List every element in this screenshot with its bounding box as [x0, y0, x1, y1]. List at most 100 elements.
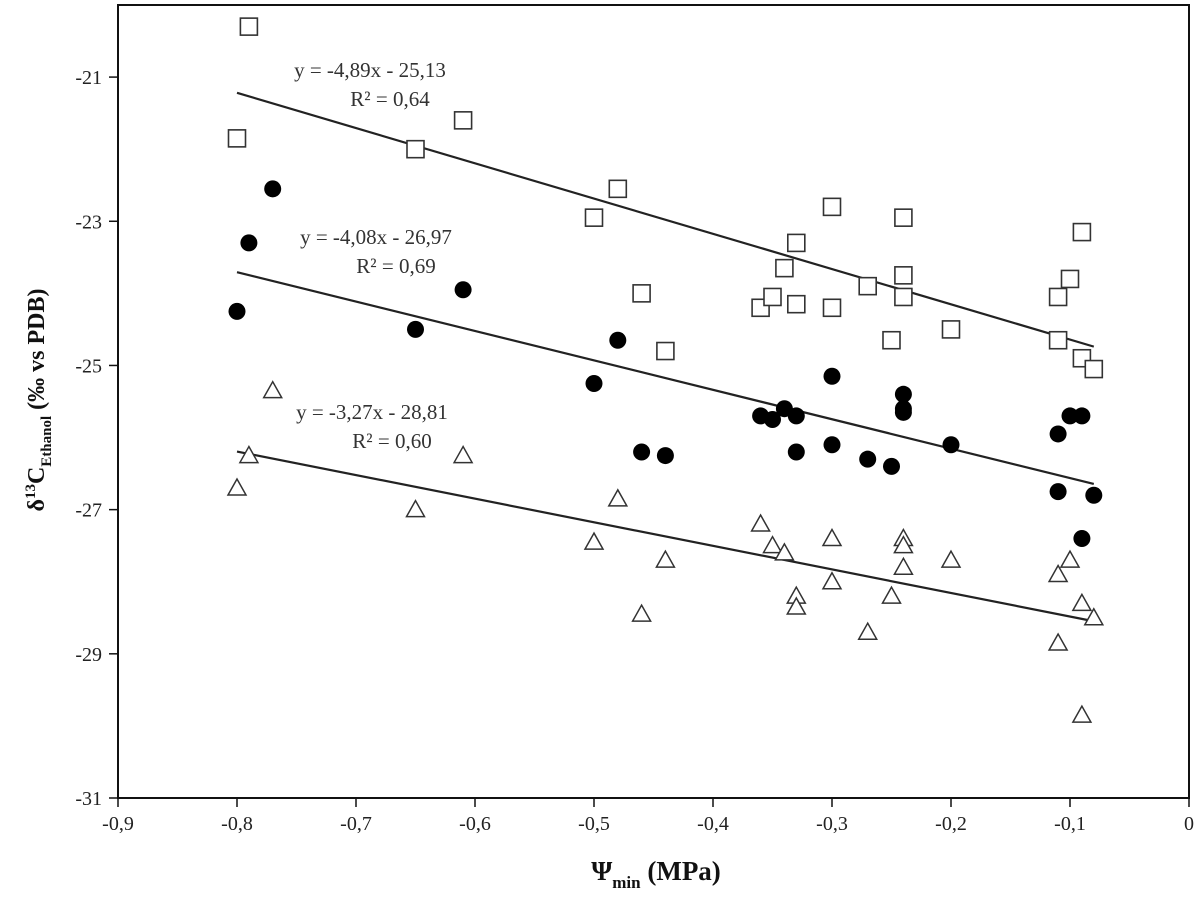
data-point	[787, 407, 805, 425]
data-point	[262, 380, 283, 399]
data-point	[1048, 330, 1068, 350]
data-point	[1071, 592, 1093, 612]
svg-text:δ13CEthanol (‰ vs PDB): δ13CEthanol (‰ vs PDB)	[23, 289, 55, 512]
data-point	[764, 411, 781, 429]
data-point	[583, 531, 605, 550]
data-point	[1059, 549, 1081, 568]
data-point	[775, 258, 794, 278]
data-point	[633, 443, 651, 461]
data-point	[762, 535, 783, 554]
plot-frame	[117, 4, 1190, 799]
data-point	[1083, 607, 1105, 626]
data-point	[894, 385, 912, 403]
data-point	[821, 527, 843, 547]
data-point	[774, 542, 795, 561]
data-point	[239, 17, 259, 36]
trend-line	[236, 91, 1095, 348]
data-point	[786, 233, 806, 253]
x-tick-label: -0,4	[697, 813, 729, 835]
trend-equation: y = -3,27x - 28,81	[296, 400, 448, 424]
y-tick-label: -27	[75, 500, 102, 522]
data-point	[608, 179, 628, 199]
x-tick-label: -0,5	[578, 813, 610, 835]
trend-r2: R² = 0,69	[356, 254, 435, 278]
y-tick-label: -31	[75, 788, 102, 810]
data-point	[228, 302, 246, 320]
data-point	[893, 556, 914, 576]
y-axis-title: δ13CEthanol (‰ vs PDB)	[23, 289, 55, 512]
data-point	[1085, 486, 1103, 504]
data-point	[750, 513, 771, 532]
x-tick-label: -0,9	[102, 813, 134, 835]
x-tick-label: -0,8	[221, 813, 253, 835]
data-point	[1072, 222, 1092, 242]
data-point	[1049, 425, 1067, 443]
data-point	[894, 287, 913, 307]
data-point	[406, 139, 425, 159]
data-point	[894, 266, 913, 285]
data-point	[655, 549, 676, 568]
data-point	[240, 234, 258, 252]
data-point	[941, 320, 961, 339]
series-triangle	[226, 380, 1105, 723]
x-tick-label: -0,3	[816, 813, 848, 835]
x-tick-label: -0,6	[459, 813, 491, 835]
data-point	[407, 320, 424, 338]
data-point	[893, 535, 914, 554]
data-point	[452, 445, 474, 464]
data-point	[1060, 269, 1080, 289]
data-point	[859, 450, 877, 468]
data-point	[894, 208, 913, 227]
data-point	[822, 197, 842, 217]
trend-equation: y = -4,08x - 26,97	[300, 225, 452, 249]
data-point	[823, 367, 841, 385]
trend-equation: y = -4,89x - 25,13	[294, 58, 446, 82]
trend-r2: R² = 0,64	[350, 87, 430, 111]
data-point	[454, 281, 472, 299]
data-point	[857, 621, 878, 640]
data-point	[453, 111, 473, 130]
data-point	[881, 585, 902, 604]
trend-r2: R² = 0,60	[352, 429, 431, 453]
data-point	[763, 287, 782, 307]
data-point	[1073, 407, 1091, 425]
data-point	[883, 457, 900, 475]
data-point	[227, 129, 247, 148]
x-tick-label: -0,2	[935, 813, 967, 835]
data-point	[858, 276, 878, 296]
data-point	[786, 596, 807, 615]
data-point	[942, 436, 960, 454]
data-point	[405, 499, 426, 518]
data-point	[264, 180, 282, 198]
y-tick-label: -29	[75, 644, 102, 666]
x-axis-title: Ψmin (MPa)	[591, 856, 721, 892]
data-point	[940, 549, 962, 568]
y-tick-label: -25	[75, 355, 102, 377]
y-tick-label: -23	[75, 211, 102, 233]
data-point	[786, 294, 806, 314]
data-point	[631, 603, 652, 622]
data-point	[823, 436, 841, 454]
data-point	[607, 488, 629, 507]
x-tick-label: -0,1	[1054, 813, 1086, 835]
data-point	[238, 445, 260, 464]
x-tick-label: -0,7	[340, 813, 372, 835]
data-point	[1049, 483, 1067, 501]
data-point	[226, 477, 248, 496]
data-point	[656, 341, 675, 361]
data-point	[585, 374, 603, 392]
data-point	[787, 443, 805, 461]
data-point	[882, 330, 901, 350]
data-point	[1073, 529, 1091, 547]
data-point	[821, 571, 843, 590]
data-point	[609, 331, 627, 349]
series-square	[227, 17, 1104, 379]
y-tick-label: -21	[75, 67, 102, 89]
data-point	[1047, 632, 1069, 651]
data-point	[656, 447, 674, 465]
data-point	[822, 298, 842, 318]
data-point	[584, 208, 604, 227]
data-point	[1071, 704, 1093, 723]
data-point	[632, 284, 651, 303]
